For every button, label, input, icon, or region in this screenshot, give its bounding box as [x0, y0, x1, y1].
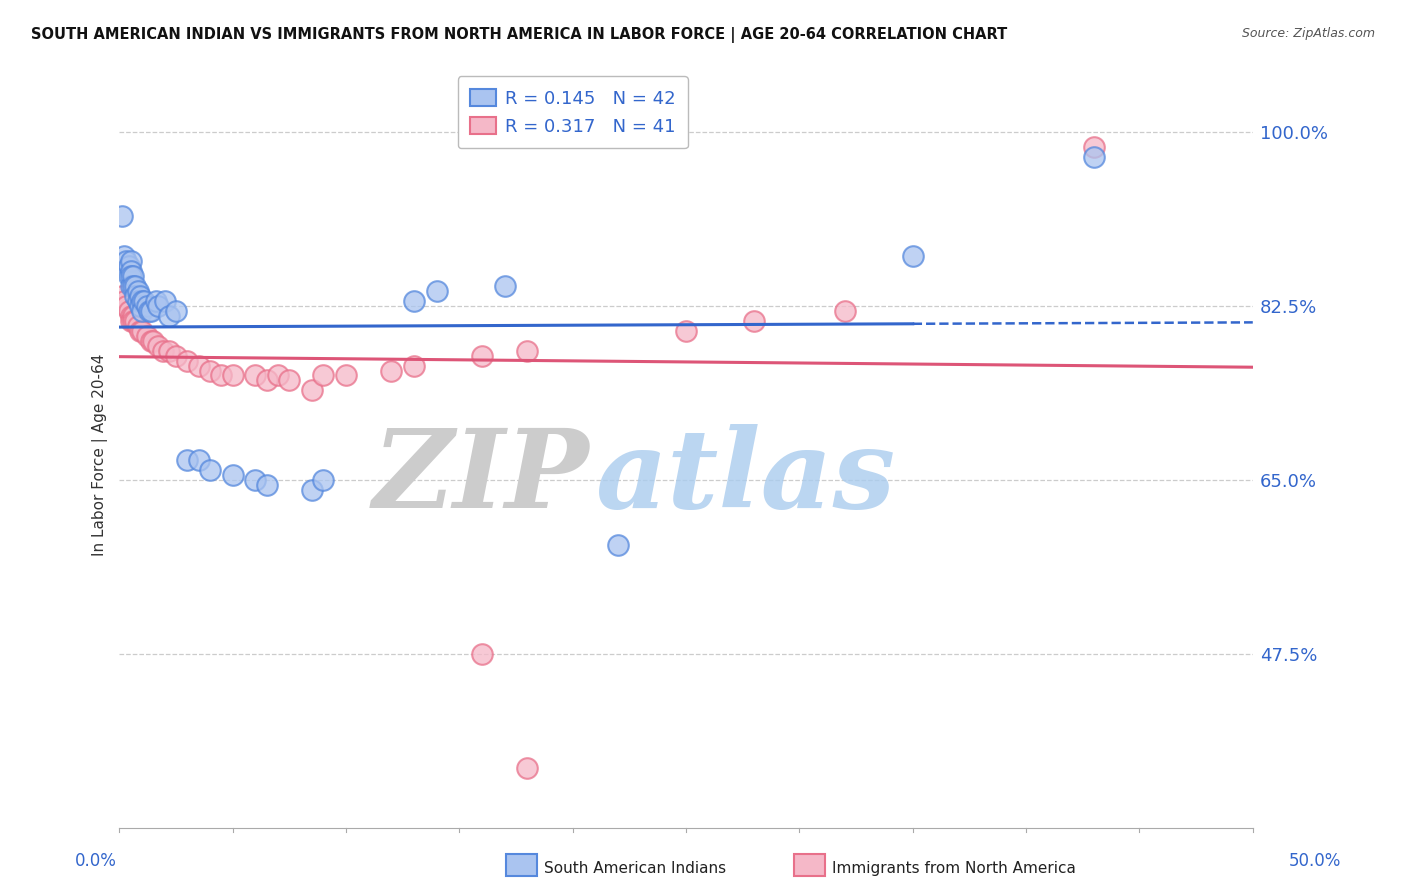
Point [141, 334, 163, 348]
Point [312, 473, 335, 487]
Point [117, 268, 139, 283]
Point [134, 293, 156, 308]
Point [127, 284, 149, 298]
Point [120, 254, 142, 268]
Point [120, 309, 142, 323]
Point [120, 268, 142, 283]
Point [245, 368, 267, 383]
Point [222, 467, 245, 482]
Point [128, 289, 150, 303]
Point [404, 359, 426, 373]
Point [115, 254, 138, 268]
Point [209, 368, 232, 383]
Point [176, 353, 198, 368]
Text: ZIP: ZIP [373, 424, 589, 531]
Point [111, 210, 134, 224]
Point [187, 359, 209, 373]
Point [131, 324, 153, 338]
Point [115, 299, 138, 313]
Point [124, 289, 146, 303]
Point [112, 249, 135, 263]
Point [404, 293, 426, 308]
Point [142, 334, 165, 348]
Point [122, 314, 145, 328]
Point [157, 309, 180, 323]
Point [516, 343, 538, 358]
Point [267, 368, 290, 383]
Point [256, 374, 278, 388]
Point [176, 453, 198, 467]
Point [111, 289, 134, 303]
Point [165, 349, 187, 363]
Point [157, 343, 180, 358]
Text: Immigrants from North America: Immigrants from North America [832, 862, 1076, 876]
Point [122, 279, 145, 293]
Point [128, 299, 150, 313]
Point [138, 303, 160, 318]
Point [128, 324, 150, 338]
Point [165, 303, 187, 318]
Point [187, 453, 209, 467]
Point [146, 339, 169, 353]
Point [120, 279, 142, 293]
Point [112, 293, 135, 308]
Point [146, 299, 169, 313]
Point [516, 761, 538, 775]
Point [278, 374, 301, 388]
Point [256, 478, 278, 492]
Text: South American Indians: South American Indians [544, 862, 727, 876]
Point [834, 303, 856, 318]
Point [198, 463, 221, 477]
Text: SOUTH AMERICAN INDIAN VS IMMIGRANTS FROM NORTH AMERICA IN LABOR FORCE | AGE 20-6: SOUTH AMERICAN INDIAN VS IMMIGRANTS FROM… [31, 27, 1007, 43]
Point [141, 303, 163, 318]
Text: Source: ZipAtlas.com: Source: ZipAtlas.com [1241, 27, 1375, 40]
Point [145, 293, 167, 308]
Point [301, 483, 323, 497]
Point [494, 279, 516, 293]
Point [120, 264, 142, 278]
Point [607, 537, 630, 551]
Point [117, 303, 139, 318]
Point [131, 293, 153, 308]
Point [122, 268, 145, 283]
Point [380, 363, 402, 377]
Point [1083, 150, 1105, 164]
Point [127, 293, 149, 308]
Point [153, 293, 176, 308]
Point [1083, 140, 1105, 154]
Point [135, 299, 157, 313]
Point [131, 303, 153, 318]
Point [471, 647, 494, 661]
Point [127, 318, 149, 333]
Point [198, 363, 221, 377]
Point [901, 249, 924, 263]
Point [117, 259, 139, 273]
Point [222, 368, 245, 383]
Text: 0.0%: 0.0% [75, 852, 117, 870]
Y-axis label: In Labor Force | Age 20-64: In Labor Force | Age 20-64 [93, 354, 108, 557]
Point [675, 324, 697, 338]
Point [245, 473, 267, 487]
Point [124, 314, 146, 328]
Point [120, 314, 142, 328]
Point [122, 309, 145, 323]
Point [135, 328, 157, 343]
Point [742, 314, 765, 328]
Text: 50.0%: 50.0% [1288, 852, 1341, 870]
Point [312, 368, 335, 383]
Point [471, 349, 494, 363]
Point [335, 368, 357, 383]
Point [426, 284, 449, 298]
Text: atlas: atlas [596, 424, 896, 531]
Legend: R = 0.145   N = 42, R = 0.317   N = 41: R = 0.145 N = 42, R = 0.317 N = 41 [458, 76, 688, 148]
Point [152, 343, 174, 358]
Point [124, 279, 146, 293]
Point [301, 384, 323, 398]
